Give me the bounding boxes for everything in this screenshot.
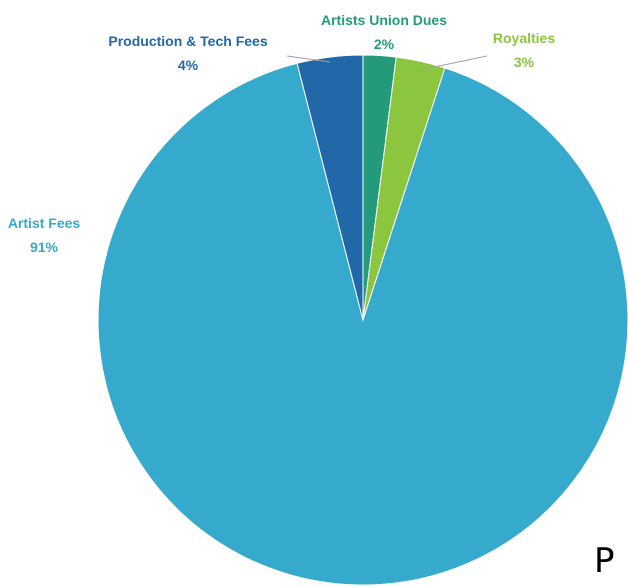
slice-labels: Artist Fees 91% Production & Tech Fees 4% Ar… bbox=[8, 12, 556, 255]
slice-value-production-and-tech-fees: 4% bbox=[178, 57, 199, 73]
pie-slices bbox=[97, 54, 628, 586]
pie-slice-artist-fees bbox=[97, 62, 628, 586]
slice-value-artist-fees: 91% bbox=[30, 239, 59, 255]
slice-label-production-and-tech-fees: Production & Tech Fees bbox=[108, 33, 267, 49]
slice-value-artists-union-dues: 2% bbox=[374, 36, 395, 52]
pie-slice-production-and-tech-fees bbox=[296, 54, 364, 321]
leader-lines bbox=[286, 55, 488, 71]
stray-text: P bbox=[594, 541, 615, 581]
slice-value-royalties: 3% bbox=[514, 54, 535, 70]
leader-line-production-and-tech-fees bbox=[286, 55, 331, 63]
leader-line-royalties bbox=[419, 55, 488, 71]
slice-label-royalties: Royalties bbox=[493, 30, 555, 46]
slice-label-artist-fees: Artist Fees bbox=[8, 215, 81, 231]
slice-label-artists-union-dues: Artists Union Dues bbox=[321, 12, 447, 28]
